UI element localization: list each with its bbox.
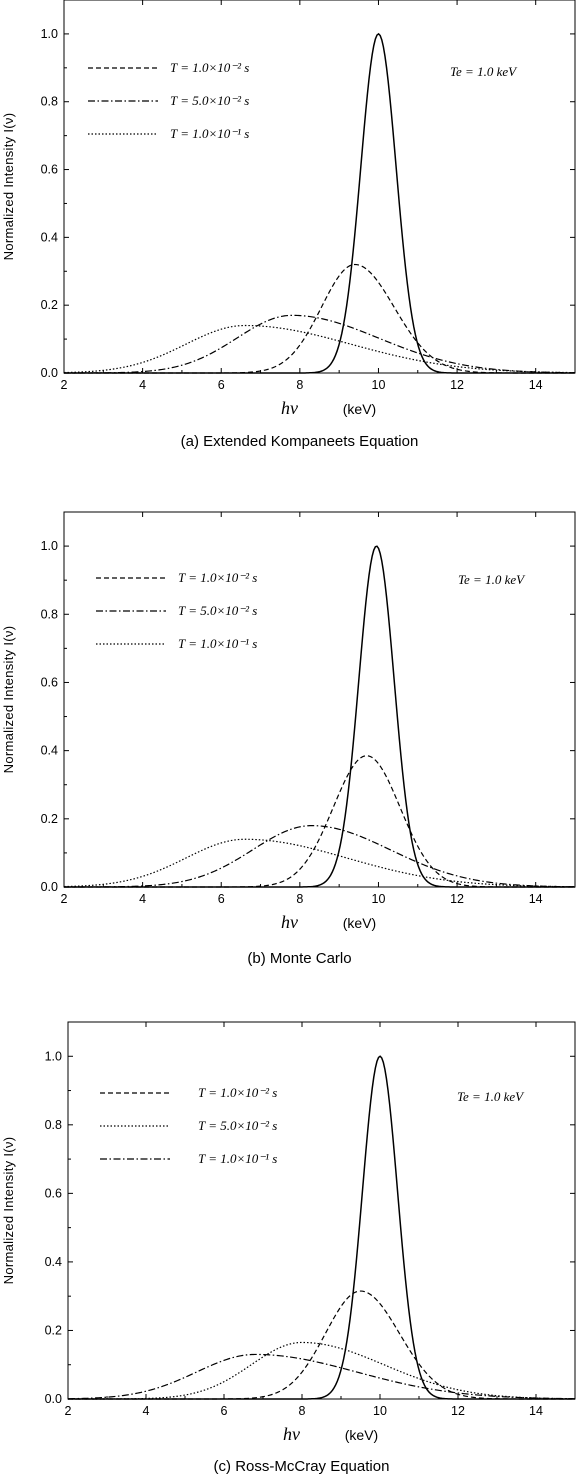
chart-panel-2: 2 4 6 8 10 12 14 0.0 0.2 0.4 0.6 0.8 1.0 Normalized I… [1,511,576,967]
series-line-dashed [64,755,575,888]
x-tick-label: 6 [221,1404,228,1418]
y-tick-label: 0.6 [41,163,58,177]
y-tick-label: 0.8 [41,607,58,621]
series-line-dotted [68,1341,576,1400]
legend-label: T = 1.0×10⁻¹ s [178,636,257,651]
panel-caption: (b) Monte Carlo [247,950,351,967]
y-tick-label: 0.6 [41,675,58,689]
x-tick-label: 14 [529,892,543,906]
y-tick-label: 1.0 [41,539,58,553]
legend-label: T = 5.0×10⁻² s [170,93,249,108]
y-tick-label: 0.2 [45,1323,62,1337]
x-tick-label: 10 [372,892,386,906]
temperature-annotation: Te = 1.0 keV [458,572,526,587]
x-tick-label: 14 [529,378,543,392]
legend-label: T = 5.0×10⁻² s [178,603,257,618]
series-line-solid [68,1055,575,1400]
series-line-dashed [64,263,575,374]
y-tick-label: 0.8 [45,1118,62,1132]
x-tick-label: 4 [139,378,146,392]
chart-panel-3: 2 4 6 8 10 12 14 0.0 0.2 0.4 0.6 0.8 1.0 Normalized I… [1,1021,576,1475]
x-tick-label: 4 [139,892,146,906]
series-line-dashed [68,1290,575,1400]
series-line-dotted [63,324,576,374]
series-line-solid [64,32,575,374]
x-axis-symbol: hν [281,398,298,418]
x-axis-unit: (keV) [345,1427,378,1443]
y-tick-label: 0.2 [41,812,58,826]
y-tick-label: 0.0 [45,1392,62,1406]
y-tick-label: 1.0 [41,27,58,41]
series-line-dashdot [64,825,576,888]
x-tick-label: 14 [529,1404,543,1418]
x-tick-label: 12 [451,1404,465,1418]
legend-label: T = 1.0×10⁻² s [178,570,257,585]
x-axis-unit: (keV) [343,915,376,931]
x-tick-label: 10 [373,1404,387,1418]
temperature-annotation: Te = 1.0 keV [450,64,518,79]
y-tick-label: 0.0 [41,880,58,894]
legend-label: T = 1.0×10⁻² s [198,1085,277,1100]
x-tick-label: 2 [61,892,68,906]
plot-frame [67,1021,576,1400]
y-tick-label: 0.4 [41,230,58,244]
plot-frame [63,0,576,374]
y-tick-label: 1.0 [45,1049,62,1063]
x-tick-label: 8 [296,892,303,906]
legend-label: T = 1.0×10⁻² s [170,60,249,75]
x-tick-label: 8 [296,378,303,392]
series-line-dotted [63,838,576,888]
x-tick-label: 2 [65,1404,72,1418]
x-tick-label: 8 [299,1404,306,1418]
x-tick-label: 12 [450,892,464,906]
x-axis-symbol: hν [283,1424,300,1444]
y-tick-label: 0.8 [41,95,58,109]
series-line-dashdot [64,314,576,374]
x-axis-unit: (keV) [343,401,376,417]
panel-caption: (a) Extended Kompaneets Equation [181,433,419,450]
y-tick-label: 0.6 [45,1186,62,1200]
plot-frame [63,511,576,888]
x-tick-label: 12 [450,378,464,392]
y-tick-label: 0.2 [41,298,58,312]
chart-panel-1: 2 4 6 8 10 12 14 0.0 0.2 0.4 0.6 0.8 1.0 Normalized I… [1,0,576,450]
legend-label: T = 1.0×10⁻¹ s [198,1151,277,1166]
x-tick-label: 10 [372,378,386,392]
series-line-solid [64,545,575,888]
y-tick-label: 0.4 [45,1255,62,1269]
panel-caption: (c) Ross-McCray Equation [214,1458,390,1475]
y-tick-label: 0.0 [41,366,58,380]
y-tick-label: 0.4 [41,744,58,758]
x-tick-label: 6 [218,892,225,906]
x-axis-symbol: hν [281,912,298,932]
x-tick-label: 2 [61,378,68,392]
x-tick-label: 4 [143,1404,150,1418]
series-line-dashdot [67,1353,576,1400]
x-tick-label: 6 [218,378,225,392]
legend-label: T = 1.0×10⁻¹ s [170,126,249,141]
y-axis-label: Normalized Intensity I(ν) [1,113,16,261]
y-axis-label: Normalized Intensity I(ν) [1,1137,16,1285]
legend-label: T = 5.0×10⁻² s [198,1118,277,1133]
temperature-annotation: Te = 1.0 keV [457,1089,525,1104]
y-axis-label: Normalized Intensity I(ν) [1,626,16,774]
